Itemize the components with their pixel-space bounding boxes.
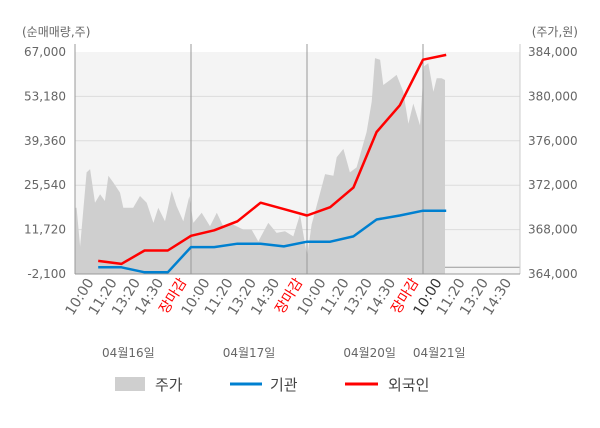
left-tick-label: 11,720 <box>24 223 66 237</box>
legend-swatch-price <box>115 377 145 391</box>
legend-label-foreign: 외국인 <box>388 376 429 394</box>
foreign-line <box>98 53 447 266</box>
left-tick-label: 67,000 <box>24 45 66 59</box>
right-tick-label: 368,000 <box>528 223 578 237</box>
left-tick-label: -2,100 <box>27 267 66 281</box>
left-tick-label: 25,540 <box>24 178 66 192</box>
right-axis-title: (주가,원) <box>532 25 578 39</box>
right-tick-label: 384,000 <box>528 45 578 59</box>
right-tick-label: 376,000 <box>528 134 578 148</box>
date-label: 04월16일 <box>102 346 155 360</box>
left-tick-label: 39,360 <box>24 134 66 148</box>
right-tick-label: 372,000 <box>528 178 578 192</box>
date-label: 04월17일 <box>223 346 276 360</box>
legend-label-institution: 기관 <box>270 376 298 394</box>
right-tick-label: 380,000 <box>528 89 578 103</box>
left-axis-title: (순매매량,주) <box>22 25 90 39</box>
date-label: 04월21일 <box>413 346 466 360</box>
right-tick-label: 364,000 <box>528 267 578 281</box>
legend: 주가 기관 외국인 <box>115 376 429 394</box>
institution-line <box>98 209 447 274</box>
left-tick-label: 53,180 <box>24 89 66 103</box>
date-label: 04월20일 <box>343 346 396 360</box>
legend-label-price: 주가 <box>155 376 183 394</box>
price-area <box>75 58 445 274</box>
